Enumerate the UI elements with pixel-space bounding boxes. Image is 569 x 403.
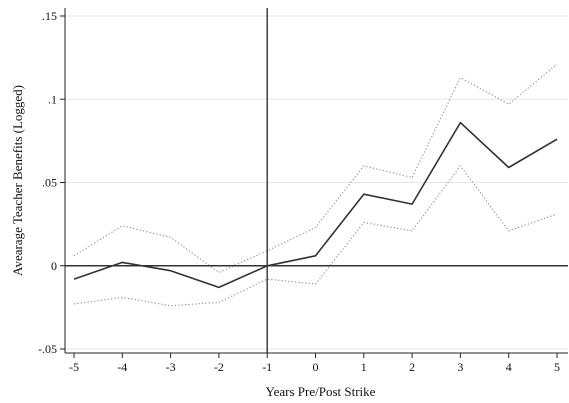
x-tick-label-8: 3 [457,360,463,374]
x-tick-label-6: 1 [361,360,367,374]
x-tick-label-4: -1 [262,360,272,374]
series-line-0 [73,121,558,289]
x-tick-label-5: 0 [313,360,319,374]
axes [60,8,568,358]
reference-lines [65,8,568,353]
x-tick-label-3: -2 [214,360,224,374]
series-group [73,63,558,307]
y-tick-label-4: .15 [42,9,57,23]
x-tick-label-0: -5 [69,360,79,374]
y-axis-title: Avearage Teacher Benefits (Logged) [10,85,25,276]
series-line-2 [73,165,558,307]
y-tick-label-0: -.05 [38,342,57,356]
x-axis-title: Years Pre/Post Strike [266,384,376,399]
x-tick-label-10: 5 [554,360,560,374]
tick-labels: -.05 0 .05 .1 .15 -5 -4 -3 -2 -1 0 1 2 3 4 5 [38,9,560,374]
x-tick-label-2: -3 [166,360,176,374]
y-tick-label-2: .05 [42,176,57,190]
series-line-1 [73,63,558,273]
y-tick-label-3: .1 [48,92,57,106]
y-tick-label-1: 0 [51,259,57,273]
x-tick-label-7: 2 [409,360,415,374]
x-tick-label-9: 4 [506,360,512,374]
x-tick-label-1: -4 [117,360,127,374]
